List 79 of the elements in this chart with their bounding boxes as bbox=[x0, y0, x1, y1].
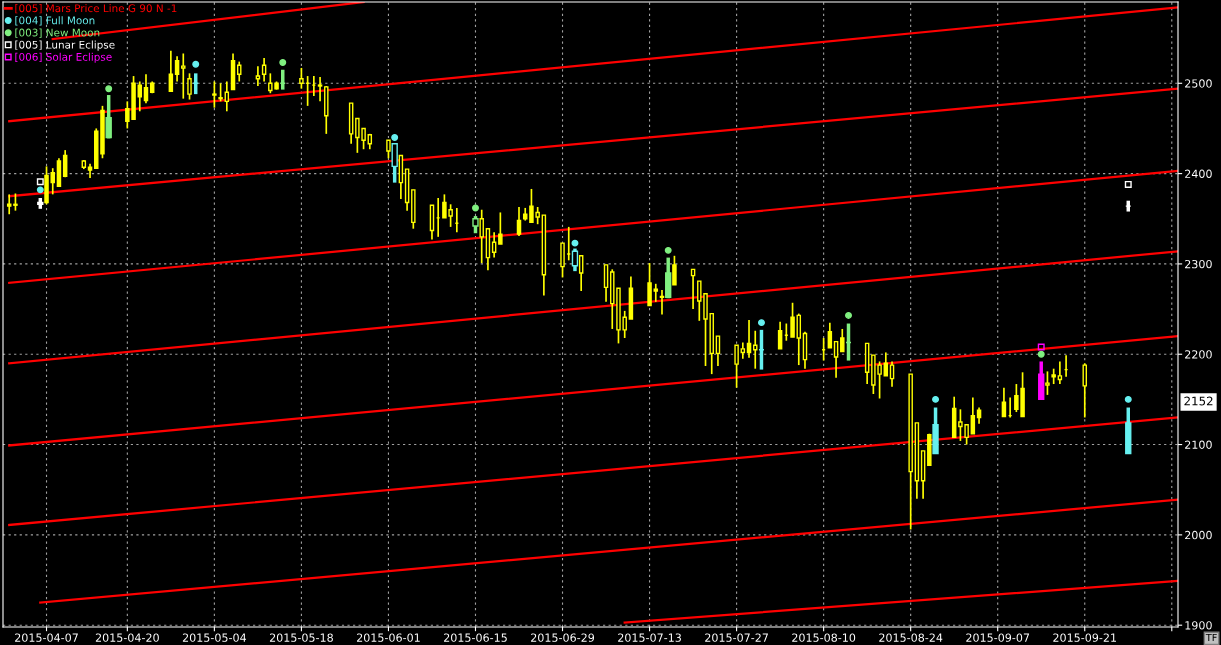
candlestick bbox=[672, 254, 677, 286]
candlestick bbox=[715, 335, 721, 367]
x-tick-label: 2015-05-04 bbox=[182, 633, 247, 642]
candlestick bbox=[187, 72, 192, 101]
candlestick bbox=[212, 80, 217, 109]
x-tick-label: 2015-07-13 bbox=[618, 633, 681, 642]
candlestick bbox=[1057, 360, 1063, 385]
x-tick-label: 2015-08-24 bbox=[879, 633, 943, 642]
candlestick bbox=[218, 82, 223, 103]
candlestick bbox=[603, 263, 609, 303]
candlestick bbox=[833, 340, 839, 379]
point bbox=[1037, 350, 1045, 358]
y-tick-label: 2100 bbox=[1185, 440, 1212, 449]
point bbox=[472, 204, 479, 212]
legend-label: [006] Solar Eclipse bbox=[15, 52, 112, 63]
y-tick-label: 2200 bbox=[1185, 350, 1212, 359]
y-tick-label: 2500 bbox=[1185, 79, 1212, 88]
candlestick bbox=[734, 344, 739, 389]
candlestick bbox=[790, 301, 795, 338]
candlestick bbox=[62, 149, 68, 179]
candlestick bbox=[174, 55, 180, 83]
point bbox=[571, 239, 579, 247]
x-tick-label: 2015-08-10 bbox=[792, 633, 856, 642]
candlestick bbox=[796, 312, 802, 366]
x-tick-label: 2015-09-07 bbox=[966, 633, 1030, 642]
x-tick-label: 2015-09-21 bbox=[1053, 633, 1117, 642]
point bbox=[932, 395, 940, 403]
point bbox=[1124, 180, 1132, 188]
x-tick-label: 2015-07-27 bbox=[705, 633, 768, 642]
candlestick bbox=[137, 80, 143, 113]
legend-label: [005] Mars Price Line G 90 N -1 bbox=[15, 4, 177, 14]
candlestick bbox=[1001, 386, 1007, 418]
x-tick-label: 2015-04-07 bbox=[15, 633, 78, 642]
candlestick bbox=[659, 289, 665, 316]
candlestick bbox=[883, 351, 889, 377]
point bbox=[664, 246, 672, 254]
candlestick bbox=[1082, 362, 1087, 419]
point bbox=[1037, 343, 1045, 351]
x-tick-label: 2015-06-01 bbox=[356, 633, 420, 642]
candlestick bbox=[571, 248, 579, 272]
point bbox=[105, 85, 113, 93]
candlestick bbox=[647, 262, 652, 307]
y-tick-label: 2300 bbox=[1185, 259, 1212, 269]
point bbox=[192, 60, 200, 68]
x-tick-label: 2015-04-20 bbox=[95, 633, 159, 642]
point bbox=[1124, 395, 1132, 403]
candlestick bbox=[181, 52, 186, 100]
x-tick-label: 2015-06-15 bbox=[444, 633, 507, 642]
candlestick bbox=[143, 73, 149, 104]
candlestick bbox=[840, 328, 845, 353]
candlestick bbox=[827, 321, 833, 349]
point bbox=[757, 319, 765, 327]
point bbox=[36, 178, 44, 186]
text: 2152 bbox=[1184, 396, 1213, 406]
candlestick bbox=[653, 282, 659, 303]
legend-label: [004] Full Moon bbox=[15, 16, 95, 26]
candlestick bbox=[498, 211, 503, 245]
candlestick bbox=[1045, 370, 1050, 396]
y-tick-label: 2400 bbox=[1185, 169, 1212, 178]
point bbox=[279, 59, 287, 66]
candlestick bbox=[317, 76, 323, 103]
candlestick bbox=[777, 320, 783, 350]
point bbox=[36, 186, 44, 194]
legend-label: [005] Lunar Eclipse bbox=[15, 40, 115, 51]
candlestick bbox=[560, 242, 565, 279]
x-tick-label: 2015-06-29 bbox=[531, 633, 595, 642]
point bbox=[391, 134, 399, 141]
candlestick bbox=[6, 193, 12, 216]
candlestick bbox=[516, 206, 522, 237]
candlestick bbox=[255, 65, 261, 87]
y-tick-label: 1900 bbox=[1185, 621, 1212, 630]
y-tick-label: 2000 bbox=[1185, 530, 1212, 540]
text: TF bbox=[1205, 633, 1217, 642]
candlestick bbox=[491, 231, 497, 259]
point bbox=[845, 311, 852, 319]
x-tick-label: 2015-05-18 bbox=[269, 633, 333, 642]
candlestick bbox=[889, 360, 895, 388]
candlestick bbox=[105, 95, 112, 139]
candlestick bbox=[299, 67, 304, 90]
